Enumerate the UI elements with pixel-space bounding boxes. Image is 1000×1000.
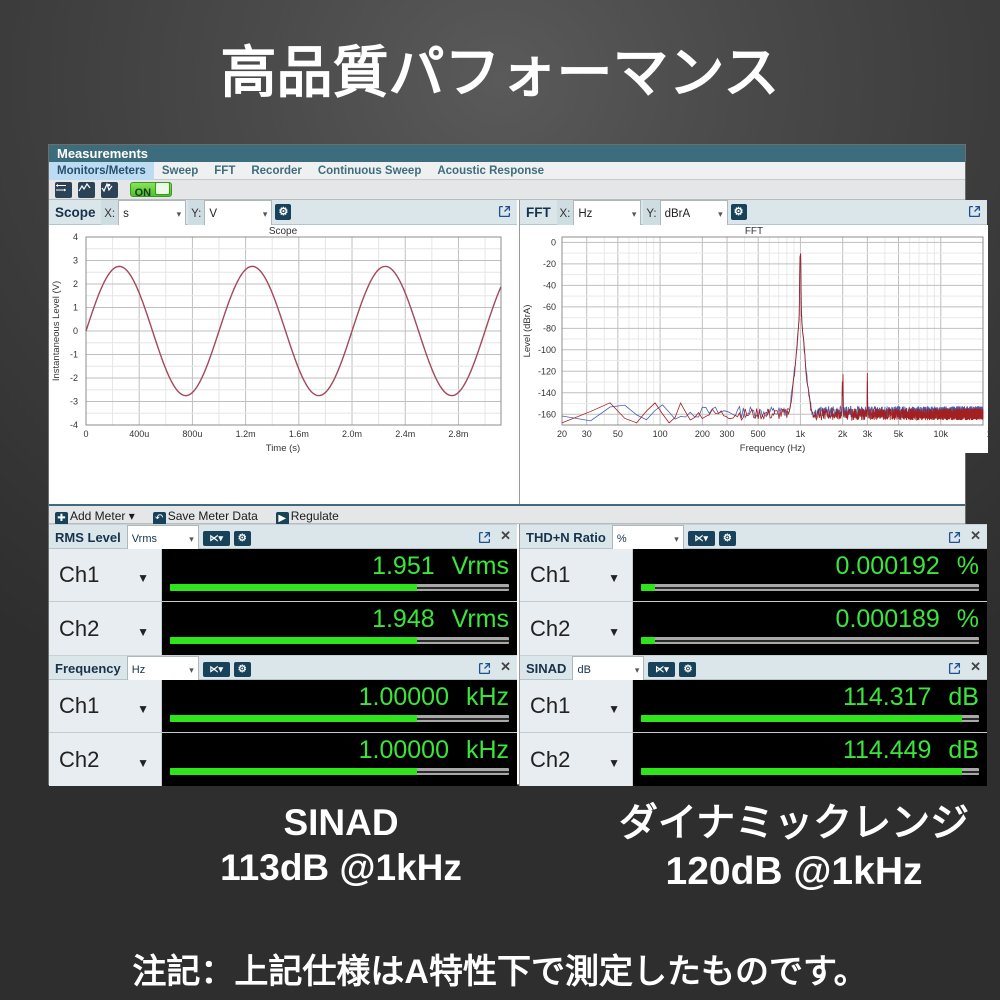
svg-text:4: 4	[73, 232, 78, 242]
svg-text:20: 20	[557, 429, 567, 439]
svg-text:-100: -100	[538, 345, 556, 355]
svg-text:0: 0	[551, 237, 556, 247]
svg-text:1k: 1k	[796, 429, 806, 439]
svg-text:5k: 5k	[894, 429, 904, 439]
svg-text:50: 50	[613, 429, 623, 439]
svg-text:-40: -40	[543, 280, 556, 290]
svg-text:-4: -4	[70, 420, 78, 430]
svg-text:2: 2	[73, 279, 78, 289]
svg-text:Frequency (Hz): Frequency (Hz)	[740, 443, 805, 453]
svg-text:-3: -3	[70, 397, 78, 407]
svg-text:300: 300	[720, 429, 735, 439]
svg-text:400u: 400u	[129, 429, 149, 439]
svg-text:10k: 10k	[933, 429, 948, 439]
svg-text:0: 0	[83, 429, 88, 439]
svg-text:2k: 2k	[838, 429, 848, 439]
svg-text:30: 30	[582, 429, 592, 439]
svg-text:2.4m: 2.4m	[395, 429, 415, 439]
svg-text:-140: -140	[538, 388, 556, 398]
svg-text:-20: -20	[543, 259, 556, 269]
svg-text:1.6m: 1.6m	[289, 429, 309, 439]
svg-text:500: 500	[751, 429, 766, 439]
svg-text:-2: -2	[70, 373, 78, 383]
svg-text:-80: -80	[543, 323, 556, 333]
svg-text:20: 20	[987, 429, 988, 439]
svg-text:0: 0	[73, 326, 78, 336]
svg-text:Instantaneous Level (V): Instantaneous Level (V)	[51, 281, 62, 381]
svg-text:100: 100	[653, 429, 668, 439]
svg-text:FFT: FFT	[745, 226, 763, 237]
svg-text:800u: 800u	[182, 429, 202, 439]
svg-text:3: 3	[73, 256, 78, 266]
svg-text:1: 1	[73, 303, 78, 313]
svg-text:-60: -60	[543, 302, 556, 312]
svg-text:1.2m: 1.2m	[236, 429, 256, 439]
svg-text:2.8m: 2.8m	[448, 429, 468, 439]
svg-text:Level (dBrA): Level (dBrA)	[522, 305, 533, 358]
svg-text:-160: -160	[538, 409, 556, 419]
svg-text:200: 200	[695, 429, 710, 439]
svg-text:-120: -120	[538, 366, 556, 376]
svg-text:Time (s): Time (s)	[266, 443, 300, 453]
svg-text:Scope: Scope	[269, 226, 298, 237]
svg-text:2.0m: 2.0m	[342, 429, 362, 439]
svg-text:-1: -1	[70, 350, 78, 360]
svg-text:3k: 3k	[863, 429, 873, 439]
